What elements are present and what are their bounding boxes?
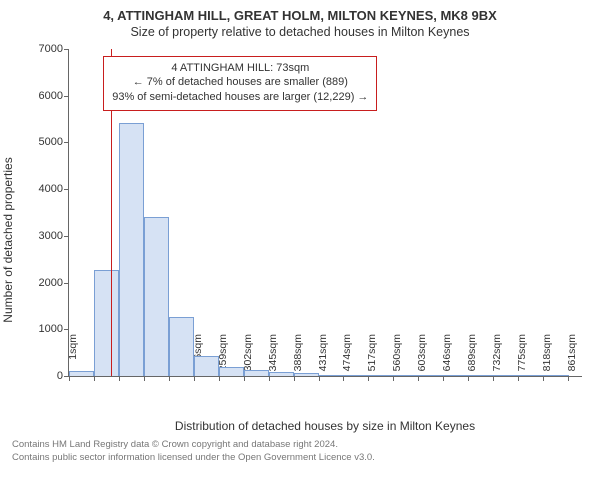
annotation-line: 4 ATTINGHAM HILL: 73sqm	[112, 61, 368, 76]
chart-outer: Number of detached properties 0100020003…	[12, 45, 588, 435]
histogram-bar	[94, 270, 119, 376]
x-tick-mark	[219, 376, 220, 381]
x-tick-mark	[418, 376, 419, 381]
histogram-bar	[544, 375, 569, 376]
x-tick-mark	[319, 376, 320, 381]
histogram-bar	[394, 375, 419, 376]
x-tick-mark	[368, 376, 369, 381]
x-tick-mark	[294, 376, 295, 381]
x-tick-mark	[543, 376, 544, 381]
attribution-footer: Contains HM Land Registry data © Crown c…	[12, 439, 588, 465]
x-tick-mark	[194, 376, 195, 381]
histogram-bar	[269, 372, 294, 376]
histogram-bar	[119, 123, 145, 376]
x-tick-mark	[94, 376, 95, 381]
histogram-bar	[444, 375, 469, 376]
annotation-box: 4 ATTINGHAM HILL: 73sqm← 7% of detached …	[103, 56, 377, 112]
x-tick-mark	[343, 376, 344, 381]
x-tick-mark	[468, 376, 469, 381]
x-tick-mark	[568, 376, 569, 381]
histogram-bar	[369, 375, 394, 376]
x-tick-mark	[443, 376, 444, 381]
histogram-bar	[519, 375, 544, 376]
x-tick-mark	[119, 376, 120, 381]
y-axis-label: Number of detached properties	[1, 157, 15, 322]
histogram-bar	[144, 217, 169, 376]
x-tick-mark	[144, 376, 145, 381]
histogram-bar	[219, 367, 244, 376]
x-tick-mark	[244, 376, 245, 381]
histogram-bar	[344, 375, 369, 376]
histogram-bar	[169, 317, 194, 376]
histogram-bar	[294, 373, 319, 376]
histogram-bar	[469, 375, 494, 376]
histogram-bar	[319, 375, 344, 376]
histogram-bar	[244, 370, 269, 376]
x-tick-mark	[518, 376, 519, 381]
annotation-line: ← 7% of detached houses are smaller (889…	[112, 75, 368, 90]
chart-title: Size of property relative to detached ho…	[12, 25, 588, 39]
y-tick-mark	[64, 142, 69, 143]
y-tick-mark	[64, 236, 69, 237]
plot-area: 010002000300040005000600070001sqm44sqm87…	[68, 49, 582, 377]
x-tick-mark	[69, 376, 70, 381]
histogram-bar	[194, 356, 219, 376]
histogram-bar	[419, 375, 445, 376]
y-tick-mark	[64, 96, 69, 97]
y-tick-mark	[64, 329, 69, 330]
figure-container: 4, ATTINGHAM HILL, GREAT HOLM, MILTON KE…	[0, 0, 600, 500]
x-tick-mark	[393, 376, 394, 381]
x-tick-mark	[493, 376, 494, 381]
histogram-bar	[69, 371, 94, 376]
y-tick-mark	[64, 189, 69, 190]
x-axis-label: Distribution of detached houses by size …	[68, 419, 582, 433]
annotation-line: 93% of semi-detached houses are larger (…	[112, 90, 368, 105]
attribution-line: Contains HM Land Registry data © Crown c…	[12, 439, 588, 452]
y-tick-mark	[64, 49, 69, 50]
attribution-line: Contains public sector information licen…	[12, 452, 588, 465]
x-tick-mark	[169, 376, 170, 381]
histogram-bar	[494, 375, 519, 376]
x-tick-mark	[269, 376, 270, 381]
chart-supertitle: 4, ATTINGHAM HILL, GREAT HOLM, MILTON KE…	[12, 8, 588, 23]
y-tick-mark	[64, 283, 69, 284]
